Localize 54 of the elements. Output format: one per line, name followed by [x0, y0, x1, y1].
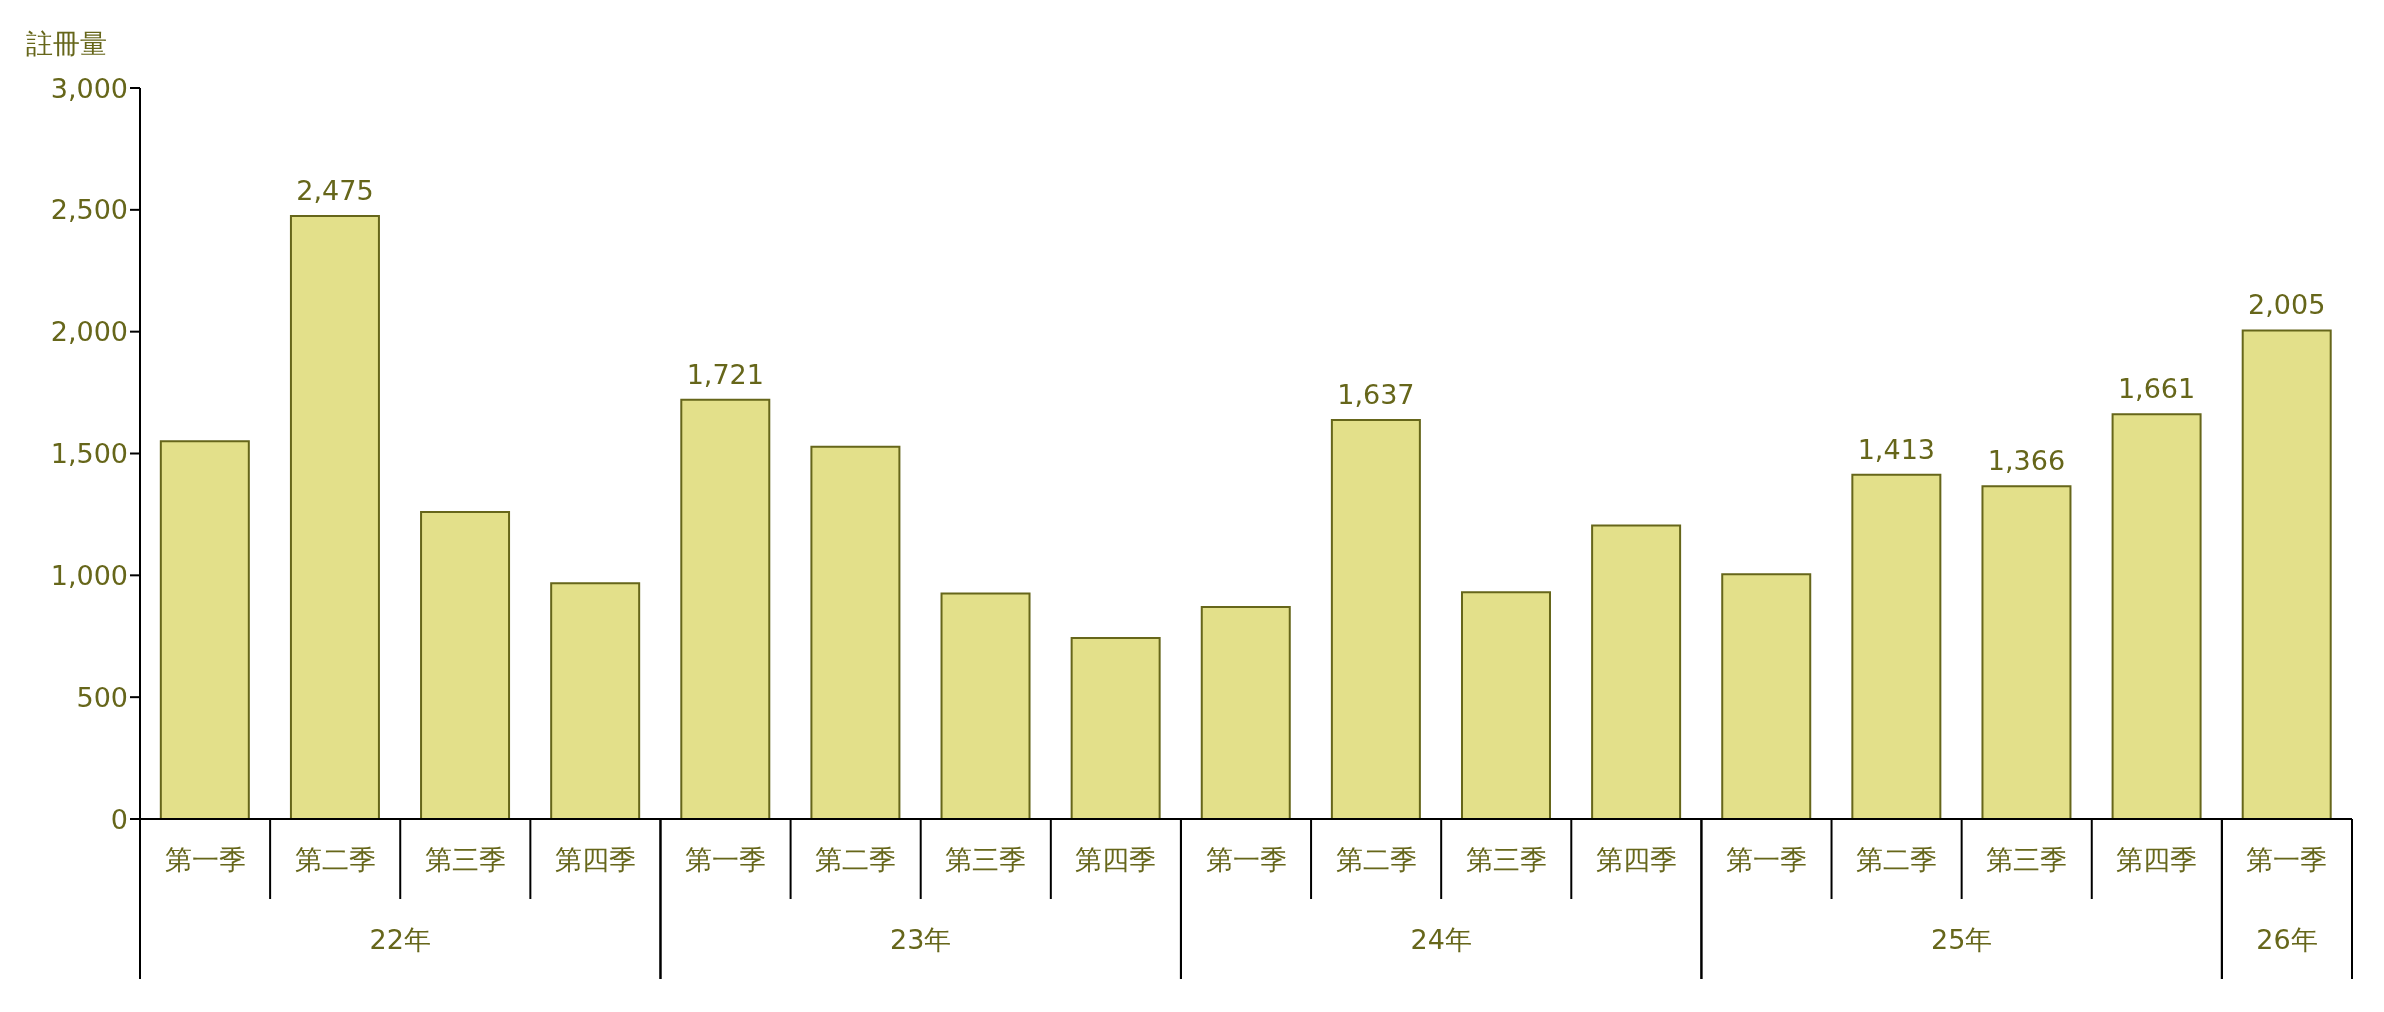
y-tick-label: 0	[110, 803, 128, 835]
y-axis-title: 註冊量	[26, 27, 107, 61]
data-label: 1,413	[1857, 433, 1935, 465]
x-tick-label: 第二季	[815, 844, 897, 875]
x-tick-label: 第一季	[685, 844, 767, 875]
bar	[940, 592, 1031, 819]
x-tick-label: 第二季	[1335, 844, 1417, 875]
y-tick-label: 500	[76, 681, 128, 713]
bar	[1200, 606, 1291, 819]
x-tick-label: 第三季	[424, 844, 506, 875]
data-label: 1,721	[686, 358, 764, 390]
x-tick-label: 第一季	[1205, 844, 1287, 875]
bar	[1461, 591, 1551, 819]
x-tick-label: 第四季	[1595, 844, 1677, 875]
x-tick-label: 第二季	[1856, 844, 1938, 875]
bar	[1070, 636, 1161, 819]
x-tick-label: 第二季	[294, 844, 376, 875]
bar	[2111, 413, 2202, 819]
x-tick-label: 第一季	[164, 844, 246, 875]
bar	[550, 582, 641, 819]
data-label: 2,475	[296, 174, 374, 206]
bar	[159, 440, 250, 819]
y-tick-label: 2,500	[50, 194, 128, 226]
bar	[810, 445, 901, 819]
text: 22年	[369, 924, 431, 955]
x-tick-label: 第三季	[1465, 844, 1547, 875]
x-tick-label: 第四季	[554, 844, 636, 875]
data-label: 1,661	[2117, 373, 2196, 405]
y-tick-label: 1,500	[50, 438, 128, 470]
text: 23年	[890, 924, 952, 955]
bar	[2241, 329, 2332, 819]
y-tick-label: 2,000	[50, 316, 128, 348]
y-tick-label: 3,000	[50, 72, 128, 104]
text: 25年	[1930, 924, 1993, 955]
bar	[289, 214, 380, 819]
bar	[1721, 573, 1812, 819]
bar	[420, 510, 511, 819]
data-label: 2,005	[2248, 289, 2326, 321]
x-tick-label: 第四季	[2116, 844, 2198, 875]
data-label: 1,366	[1987, 445, 2066, 477]
y-tick-label: 1,000	[50, 559, 128, 591]
x-tick-label: 第四季	[1075, 844, 1157, 875]
text: 24年	[1410, 924, 1472, 955]
bar	[1981, 485, 2072, 819]
bar	[1591, 524, 1682, 819]
x-tick-label: 第一季	[2246, 844, 2328, 875]
bar	[1851, 473, 1942, 819]
x-tick-label: 第三季	[945, 844, 1027, 875]
bar	[680, 398, 771, 819]
data-label: 1,637	[1337, 379, 1415, 411]
x-tick-label: 第一季	[1725, 844, 1807, 875]
bar	[1330, 419, 1421, 819]
x-tick-label: 第三季	[1986, 844, 2068, 875]
text: 26年	[2256, 924, 2318, 955]
